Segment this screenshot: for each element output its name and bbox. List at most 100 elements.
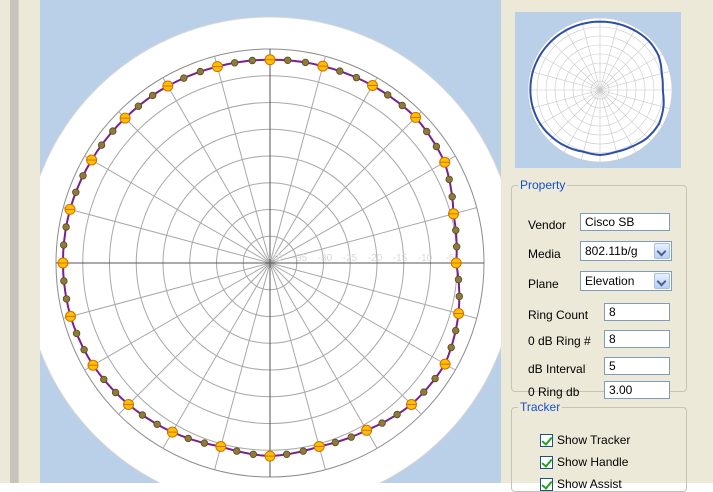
assist-point bbox=[153, 420, 161, 428]
mini-grid-spoke bbox=[599, 89, 652, 142]
assist-point bbox=[452, 226, 460, 234]
tracker-group: Tracker Show Tracker Show Handle Show As… bbox=[511, 400, 687, 492]
grid-spoke bbox=[269, 262, 477, 319]
outer-label-ring-edge bbox=[40, 16, 501, 483]
assist-point bbox=[97, 141, 106, 149]
assist-point bbox=[62, 223, 70, 231]
assist-point bbox=[420, 388, 428, 396]
assist-point bbox=[336, 67, 344, 75]
assist-point bbox=[184, 434, 192, 443]
plane-value: Elevation bbox=[585, 274, 635, 288]
assist-point bbox=[448, 192, 456, 201]
media-value: 802.11b/g bbox=[585, 244, 638, 258]
db-interval-field[interactable] bbox=[604, 357, 670, 375]
vendor-field[interactable] bbox=[580, 213, 670, 231]
grid-spoke bbox=[84, 155, 271, 264]
polar-chart[interactable]: 0153045607590105120135150165-180-165-150… bbox=[40, 0, 501, 483]
assist-point bbox=[72, 329, 81, 338]
ring-count-field[interactable] bbox=[604, 303, 670, 321]
tracker-legend: Tracker bbox=[520, 400, 561, 414]
show-tracker-checkbox[interactable] bbox=[540, 434, 553, 447]
assist-point bbox=[180, 74, 188, 82]
assist-point bbox=[299, 447, 307, 455]
angle-tick-label: -90 bbox=[40, 255, 44, 271]
assist-point bbox=[233, 447, 241, 455]
show-handle-checkbox[interactable] bbox=[540, 456, 553, 469]
grid-spoke bbox=[269, 77, 378, 264]
mini-grid-spoke bbox=[599, 89, 637, 153]
assist-point bbox=[60, 277, 68, 285]
grid-spoke bbox=[63, 262, 271, 319]
show-tracker-label[interactable]: Show Tracker bbox=[557, 433, 631, 447]
mini-grid-spoke bbox=[537, 89, 601, 127]
mini-grid-spoke bbox=[599, 38, 652, 91]
mini-grid-spoke bbox=[599, 71, 670, 91]
assist-point bbox=[384, 91, 392, 99]
polar-plot-panel[interactable]: 0153045607590105120135150165-180-165-150… bbox=[40, 0, 501, 483]
mini-polar-preview bbox=[527, 17, 673, 163]
db-interval-label: dB Interval bbox=[528, 362, 586, 376]
zero-db-ring-field[interactable] bbox=[604, 330, 670, 348]
assist-point bbox=[301, 58, 310, 67]
mini-grid-spoke bbox=[581, 20, 601, 91]
zero-ring-db-label: 0 Ring db bbox=[528, 385, 580, 399]
mini-preview[interactable] bbox=[515, 12, 681, 168]
left-scrollbar-strip[interactable] bbox=[0, 0, 19, 483]
media-dropdown-arrow-icon[interactable] bbox=[654, 243, 670, 259]
assist-point bbox=[148, 91, 157, 100]
assist-point bbox=[283, 56, 292, 64]
mini-grid-spoke bbox=[599, 27, 637, 91]
assist-point bbox=[79, 172, 87, 180]
ring-tick-label: -25 bbox=[343, 253, 358, 264]
show-handle-label[interactable]: Show Handle bbox=[557, 455, 629, 469]
assist-point bbox=[282, 450, 291, 458]
assist-point bbox=[445, 175, 453, 184]
ring-tick-label: -15 bbox=[393, 253, 408, 264]
mini-grid-spoke bbox=[599, 53, 663, 91]
angle-tick-label: 165 bbox=[320, 479, 341, 483]
mini-grid-spoke bbox=[599, 89, 670, 109]
assist-point bbox=[453, 242, 461, 251]
assist-point bbox=[249, 450, 257, 458]
mini-grid-spoke bbox=[548, 89, 601, 142]
assist-point bbox=[352, 73, 361, 82]
show-assist-label[interactable]: Show Assist bbox=[557, 477, 622, 491]
mini-grid-spoke bbox=[530, 89, 601, 109]
mini-grid-spoke bbox=[599, 89, 619, 160]
mini-grid-spoke bbox=[563, 89, 601, 153]
assist-point bbox=[230, 59, 239, 67]
plane-dropdown-arrow-icon[interactable] bbox=[654, 273, 670, 289]
ring-count-label: Ring Count bbox=[528, 308, 589, 322]
mini-pattern-trace bbox=[529, 20, 665, 157]
angle-tick-label: -75 bbox=[40, 194, 54, 212]
assist-point bbox=[423, 127, 431, 136]
assist-point bbox=[196, 67, 204, 76]
assist-point bbox=[347, 433, 355, 441]
assist-point bbox=[138, 411, 147, 419]
zero-ring-db-field[interactable] bbox=[604, 381, 670, 399]
ring-tick-label: -40 bbox=[268, 253, 283, 264]
grid-spoke bbox=[214, 56, 271, 264]
zero-db-ring-label: 0 dB Ring # bbox=[528, 334, 591, 348]
angle-tick-label: 90 bbox=[496, 257, 501, 269]
assist-point bbox=[452, 326, 460, 335]
media-select[interactable]: 802.11b/g bbox=[580, 241, 672, 261]
assist-point bbox=[398, 101, 406, 110]
plane-select[interactable]: Elevation bbox=[580, 271, 672, 291]
assist-point bbox=[109, 127, 117, 135]
grid-spoke bbox=[118, 262, 271, 415]
ring-tick-label: -20 bbox=[368, 253, 383, 264]
ring-tick-label: -10 bbox=[418, 253, 433, 264]
assist-point bbox=[432, 142, 441, 151]
assist-point bbox=[111, 388, 120, 397]
assist-point bbox=[60, 241, 68, 249]
assist-point bbox=[200, 439, 209, 447]
grid-spoke bbox=[269, 262, 422, 415]
angle-tick-label: 0 bbox=[267, 25, 273, 37]
angle-tick-label: 75 bbox=[487, 196, 501, 211]
mini-grid-spoke bbox=[599, 20, 619, 91]
grid-spoke bbox=[269, 262, 456, 371]
grid-spoke bbox=[63, 207, 271, 264]
show-assist-checkbox[interactable] bbox=[540, 478, 553, 491]
